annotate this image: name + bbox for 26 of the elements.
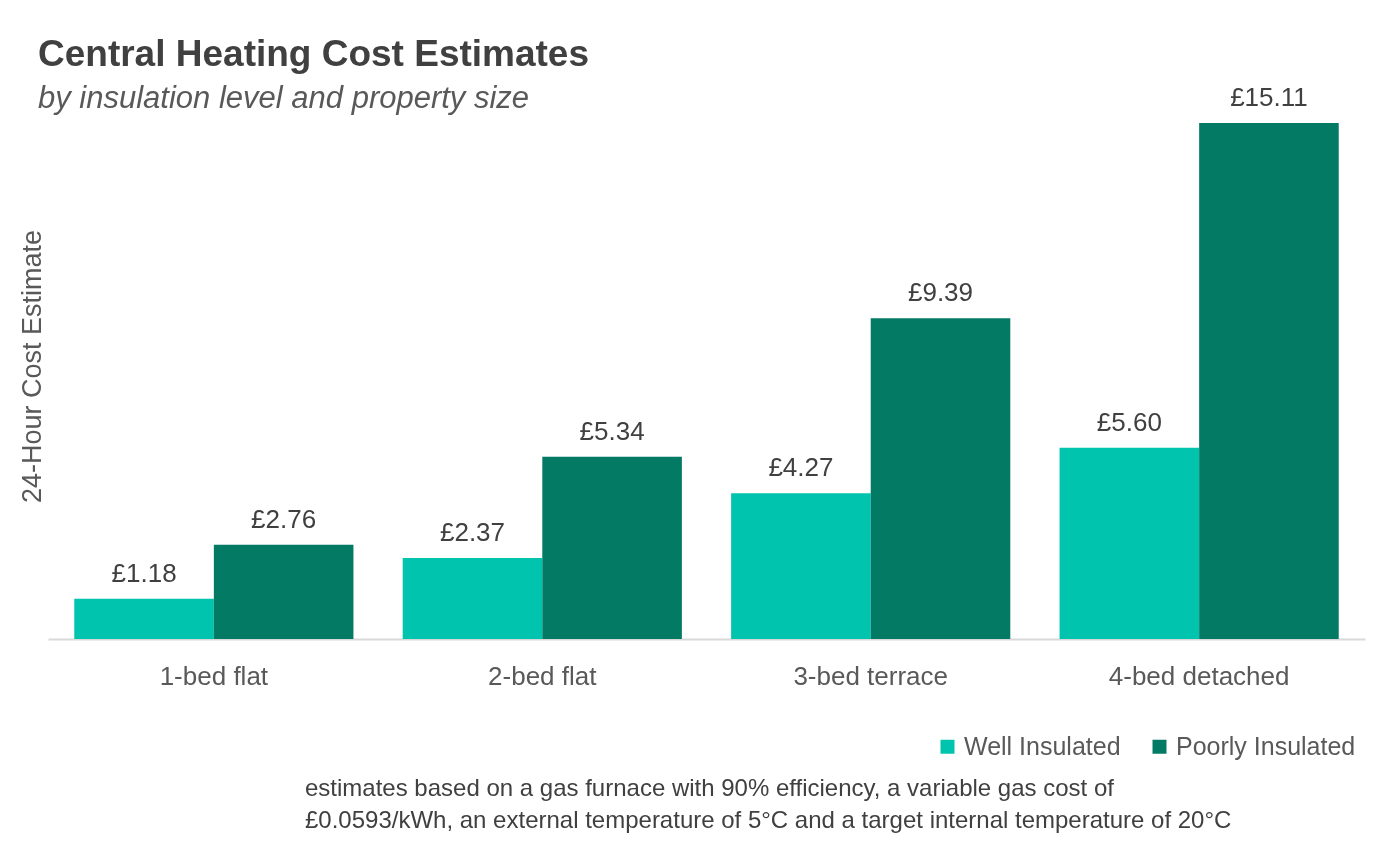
bar [1199,123,1339,639]
data-label: £1.18 [111,557,177,588]
data-label: £5.60 [1096,406,1162,437]
text: estimates based on a gas furnace with 90% efficiency, a variable gas cost of £0.0593/kWh, an external temperature of 5°C and a target internal temperature of 20°C [305,774,1232,833]
bar [870,318,1011,639]
bar [74,598,214,639]
data-label: £5.34 [579,415,645,446]
data-label: £9.39 [907,277,974,308]
bar [542,456,682,639]
legend-label: Well Insulated [964,731,1121,760]
data-label: £4.27 [768,452,834,483]
y-axis-title: 24-Hour Cost Estimate [16,229,47,504]
data-label: £15.11 [1230,82,1308,112]
data-label: £2.37 [439,517,506,548]
chart-subtitle: by insulation level and property size [38,80,530,115]
bar [1059,447,1200,639]
x-tick-label: 1-bed flat [159,660,269,691]
bar [402,558,543,639]
bar [731,493,871,639]
x-tick-label: 4-bed detached [1108,660,1290,691]
data-label: £2.76 [251,503,317,534]
bar [213,544,354,639]
x-tick-label: 2-bed flat [488,660,598,691]
chart-title: Central Heating Cost Estimates [38,33,590,74]
legend-label: Poorly Insulated [1176,731,1356,760]
x-tick-label: 3-bed terrace [793,660,949,691]
